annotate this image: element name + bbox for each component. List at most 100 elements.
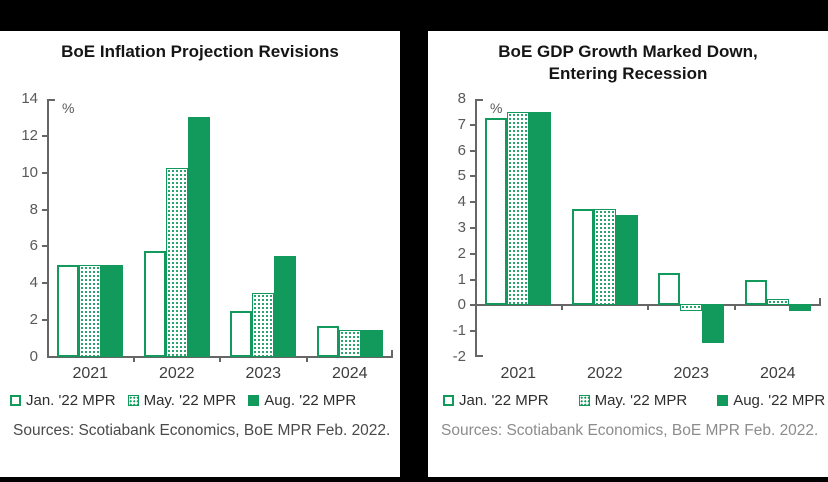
legend-label: May. '22 MPR xyxy=(143,392,237,409)
category-separator-tick xyxy=(132,357,135,362)
y-axis-unit-label: % xyxy=(490,100,503,116)
category-separator-tick xyxy=(219,357,221,362)
bar-may-22-mpr-2024 xyxy=(766,298,789,306)
chart-title-line-1: BoE GDP Growth Marked Down, xyxy=(498,42,758,61)
y-axis-tick xyxy=(42,171,47,174)
bars-container xyxy=(47,99,393,362)
bar-may-22-mpr-2021 xyxy=(507,111,530,306)
y-axis-tick xyxy=(470,175,475,178)
y-axis-tick-label: 10 xyxy=(21,163,38,181)
y-axis-tick-label: 6 xyxy=(457,141,466,159)
legend-marker-solid-icon xyxy=(248,395,260,406)
bar-may-22-mpr-2024 xyxy=(338,330,361,357)
x-axis-label-2023: 2023 xyxy=(673,365,710,382)
y-axis-tick-label: 8 xyxy=(457,90,466,107)
y-axis-tick xyxy=(42,282,47,285)
x-axis-label-2024: 2024 xyxy=(759,365,796,382)
legend-item-aug-22-mpr: Aug. '22 MPR xyxy=(248,392,356,409)
inflation-chart-panel: BoE Inflation Projection Revisions % 14 1… xyxy=(0,31,400,477)
plot-area: % 14 12 10 8 6 4 2 0 xyxy=(0,90,400,365)
chart-title-line-1: BoE Inflation Projection Revisions xyxy=(61,42,339,61)
x-axis-labels: 2021 2022 2023 2024 xyxy=(47,363,393,385)
legend-label: Jan. '22 MPR xyxy=(26,392,116,409)
bar-group-2021 xyxy=(485,99,552,357)
bar-jan-22-mpr-2024 xyxy=(744,279,767,306)
y-axis-tick-label: 0 xyxy=(29,348,38,365)
x-axis-label-2024: 2024 xyxy=(331,365,368,382)
bar-group-2023 xyxy=(658,99,725,357)
bar-may-22-mpr-2021 xyxy=(79,264,102,357)
x-axis-label-2023: 2023 xyxy=(245,365,282,382)
bar-aug-22-mpr-2023 xyxy=(274,255,297,357)
bar-aug-22-mpr-2022 xyxy=(615,215,638,306)
chart-legend: Jan. '22 MPR May. '22 MPR Aug. '22 MPR xyxy=(443,392,825,409)
y-axis-tick-label: 8 xyxy=(29,200,38,218)
y-axis-tick-label: 1 xyxy=(457,270,466,288)
y-axis-tick-label: 3 xyxy=(457,219,466,236)
y-axis-tick xyxy=(470,252,475,255)
x-axis-end-cap xyxy=(819,298,821,306)
y-axis-tick-label: -1 xyxy=(452,322,466,340)
x-axis-labels: 2021 2022 2023 2024 xyxy=(475,363,821,385)
y-axis-tick xyxy=(470,227,475,229)
y-axis-end-cap xyxy=(475,99,483,101)
category-separator-tick xyxy=(560,305,563,311)
y-axis-tick xyxy=(42,208,47,211)
y-axis-tick xyxy=(42,319,47,322)
legend-marker-solid-icon xyxy=(717,395,729,406)
bar-group-2023 xyxy=(230,99,297,357)
legend-label: Aug. '22 MPR xyxy=(733,392,826,409)
y-axis-unit-label: % xyxy=(62,100,75,116)
legend-label: May. '22 MPR xyxy=(594,392,688,409)
bars-container xyxy=(475,99,821,357)
chart-title-line-2: Entering Recession xyxy=(548,64,708,83)
bar-jan-22-mpr-2023 xyxy=(230,310,253,357)
bar-may-22-mpr-2022 xyxy=(593,208,616,306)
bar-aug-22-mpr-2022 xyxy=(187,117,210,357)
sources-note: Sources: Scotiabank Economics, BoE MPR F… xyxy=(441,422,819,439)
legend-item-jan-22-mpr: Jan. '22 MPR xyxy=(10,392,116,409)
y-axis-tick-label: 6 xyxy=(29,237,38,255)
legend-label: Jan. '22 MPR xyxy=(459,392,549,409)
y-axis-tick-label: 12 xyxy=(21,126,38,144)
bar-jan-22-mpr-2024 xyxy=(316,325,339,357)
bar-aug-22-mpr-2024 xyxy=(788,304,811,311)
legend-marker-outline-icon xyxy=(10,395,21,406)
y-axis-tick xyxy=(470,330,475,333)
bar-group-2024 xyxy=(744,99,811,357)
y-axis-tick xyxy=(470,149,475,152)
y-axis-tick-label: 7 xyxy=(457,115,466,133)
y-axis-tick-label: 5 xyxy=(457,167,466,185)
category-separator-tick xyxy=(647,305,649,311)
bar-aug-22-mpr-2021 xyxy=(529,111,552,306)
legend-item-aug-22-mpr: Aug. '22 MPR xyxy=(717,392,825,409)
chart-legend: Jan. '22 MPR May. '22 MPR Aug. '22 MPR xyxy=(10,392,356,409)
legend-marker-outline-icon xyxy=(443,395,454,406)
y-axis-tick xyxy=(470,123,475,126)
bar-jan-22-mpr-2021 xyxy=(485,118,508,306)
bar-group-2022 xyxy=(143,99,210,357)
legend-item-jan-22-mpr: Jan. '22 MPR xyxy=(443,392,549,409)
y-axis-tick-label: 4 xyxy=(29,274,38,292)
y-axis-line xyxy=(47,99,49,357)
sources-note: Sources: Scotiabank Economics, BoE MPR F… xyxy=(13,422,391,439)
legend-item-may-22-mpr: May. '22 MPR xyxy=(578,392,688,409)
bar-jan-22-mpr-2022 xyxy=(143,251,166,357)
y-axis-tick-label: 0 xyxy=(457,296,466,314)
bar-may-22-mpr-2022 xyxy=(165,168,188,357)
x-axis-label-2021: 2021 xyxy=(500,365,537,382)
legend-label: Aug. '22 MPR xyxy=(264,392,357,409)
x-axis-label-2022: 2022 xyxy=(158,365,195,382)
bar-may-22-mpr-2023 xyxy=(252,293,275,357)
legend-marker-dotted-icon xyxy=(127,395,139,406)
bar-jan-22-mpr-2023 xyxy=(658,273,681,306)
y-axis-tick xyxy=(470,304,475,307)
x-axis-label-2022: 2022 xyxy=(586,365,623,382)
y-axis-end-cap xyxy=(47,99,55,101)
y-axis-tick xyxy=(42,245,47,248)
bar-jan-22-mpr-2021 xyxy=(57,264,80,357)
bar-aug-22-mpr-2023 xyxy=(702,304,725,344)
y-axis-tick xyxy=(470,201,475,204)
chart-title: BoE GDP Growth Marked Down, Entering Rec… xyxy=(432,41,824,85)
